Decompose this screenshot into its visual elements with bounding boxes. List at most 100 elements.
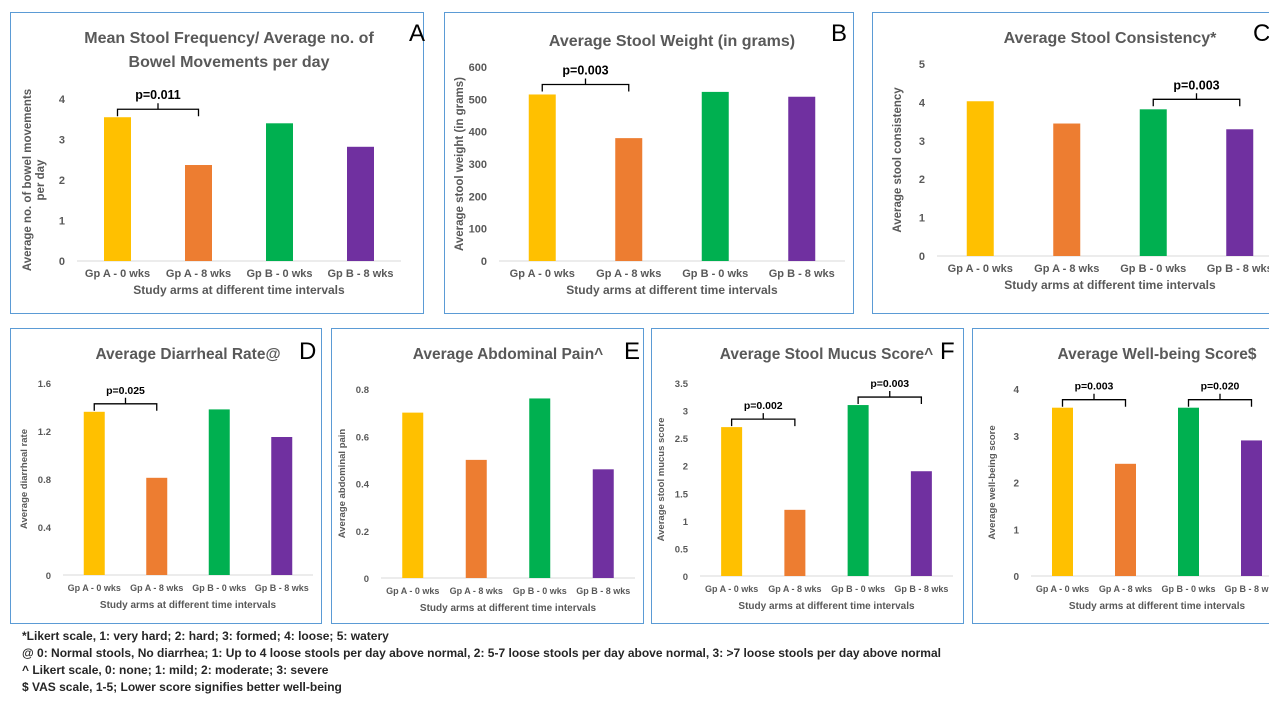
panel-letter: F (940, 338, 955, 365)
bar-1 (528, 94, 556, 261)
y-axis-label: Average no. of bowel movements (22, 89, 34, 271)
x-tick-label: Gp A - 0 wks (68, 583, 121, 593)
bar-1 (1052, 407, 1073, 576)
chart-svg: Average Stool Weight (in grams) B 0 100 200 3… (454, 20, 847, 297)
y-tick-label: 0.6 (356, 432, 369, 443)
bar-1 (721, 427, 743, 576)
x-tick-label: Gp B - 8 wks (769, 268, 835, 280)
x-axis-label: Study arms at different time intervals (1004, 278, 1216, 292)
y-tick-label: 0.4 (356, 480, 370, 491)
y-tick-label: 1 (683, 517, 689, 528)
chart-title: Average Abdominal Pain^ (413, 346, 604, 363)
bar-1 (83, 411, 105, 575)
significance-bracket (541, 78, 630, 92)
x-axis-label: Study arms at different time intervals (738, 601, 915, 612)
footnote-vas: $ VAS scale, 1-5; Lower score signifies … (22, 680, 342, 694)
bar-1 (966, 101, 994, 256)
x-tick-label: Gp A - 0 wks (386, 586, 439, 596)
significance-bracket (1061, 393, 1127, 407)
x-tick-label: Gp B - 8 wks (327, 268, 393, 280)
bar-1 (104, 117, 131, 261)
y-tick-label: 1.6 (38, 379, 51, 390)
y-tick-label: 0 (364, 574, 369, 585)
y-tick-label: 4 (919, 97, 926, 109)
y-tick-label: 3 (683, 407, 688, 418)
chart-svg: Average Diarrheal Rate@ D 0 0.4 0.8 1.2 1.6 Ave… (19, 338, 316, 611)
bar-4 (592, 469, 614, 578)
bar-4 (788, 96, 816, 261)
p-value-label: p=0.003 (1075, 381, 1114, 393)
footnotes: *Likert scale, 1: very hard; 2: hard; 3:… (22, 628, 941, 696)
x-tick-label: Gp B - 8 wks (255, 583, 309, 593)
bar-3 (208, 409, 230, 575)
chart-panel-f: Average Stool Mucus Score^ F 0 0.5 1 1.5 2 2.5 3… (651, 328, 964, 624)
y-tick-label: 0.4 (38, 523, 52, 534)
x-tick-label: Gp B - 0 wks (1120, 263, 1186, 275)
y-tick-label: 200 (469, 191, 487, 203)
bar-2 (1115, 463, 1136, 576)
p-value-label: p=0.011 (135, 88, 181, 102)
y-tick-label: 0.8 (38, 475, 51, 486)
significance-bracket (730, 413, 796, 427)
x-tick-label: Gp A - 0 wks (510, 268, 575, 280)
y-tick-label: 3.5 (675, 379, 689, 390)
p-value-label: p=0.002 (744, 400, 783, 412)
x-tick-label: Gp A - 8 wks (596, 268, 661, 280)
x-tick-label: Gp B - 8 wks (576, 586, 630, 596)
chart-svg: Mean Stool Frequency/ Average no. of Bowe… (22, 20, 425, 297)
panel-letter: C (1253, 20, 1269, 47)
x-tick-label: Gp A - 0 wks (948, 263, 1013, 275)
y-tick-label: 0 (481, 256, 487, 268)
y-tick-label: 1 (919, 213, 925, 225)
x-axis-label: Study arms at different time intervals (1069, 601, 1246, 612)
x-tick-label: Gp A - 8 wks (166, 268, 231, 280)
x-tick-label: Gp B - 0 wks (246, 268, 312, 280)
x-tick-label: Gp B - 0 wks (513, 586, 567, 596)
x-axis-label: Study arms at different time intervals (133, 283, 345, 297)
x-tick-label: Gp A - 8 wks (768, 584, 821, 594)
bar-4 (347, 146, 374, 261)
x-tick-label: Gp B - 8 wks (894, 584, 948, 594)
footnote-likert: ^ Likert scale, 0: none; 1: mild; 2: mod… (22, 663, 329, 677)
x-axis-label: Study arms at different time intervals (100, 600, 277, 611)
x-tick-label: Gp A - 8 wks (1034, 263, 1099, 275)
y-axis-label: Average well-being score (987, 425, 998, 539)
y-tick-label: 3 (1013, 432, 1019, 443)
significance-bracket (93, 397, 158, 411)
p-value-label: p=0.003 (1173, 78, 1219, 92)
y-tick-label: 0 (1013, 572, 1019, 583)
chart-panel-c: Average Stool Consistency* C 0 1 2 3 4 5 Average… (872, 12, 1269, 314)
y-tick-label: 3 (919, 136, 925, 148)
x-tick-label: Gp A - 0 wks (1036, 584, 1089, 594)
chart-svg: Average Abdominal Pain^ E 0 0.2 0.4 0.6 0.8 Ave… (337, 338, 640, 614)
panel-letter: E (624, 338, 640, 365)
y-tick-label: 400 (469, 127, 487, 139)
x-tick-label: Gp A - 0 wks (705, 584, 758, 594)
chart-title: Bowel Movements per day (129, 54, 330, 71)
x-tick-label: Gp B - 0 wks (1161, 584, 1215, 594)
y-tick-label: 0 (59, 256, 65, 268)
footnote-consistency: *Likert scale, 1: very hard; 2: hard; 3:… (22, 629, 389, 643)
y-axis-label: Average stool weight (in grams) (454, 77, 466, 251)
chart-title: Average Diarrheal Rate@ (95, 346, 280, 363)
y-tick-label: 1.2 (38, 427, 51, 438)
y-tick-label: 4 (1013, 385, 1019, 396)
p-value-label: p=0.020 (1201, 381, 1240, 393)
x-axis-label: Study arms at different time intervals (566, 283, 778, 297)
p-value-label: p=0.003 (870, 378, 909, 390)
chart-svg: Average Well-being Score$G01234Average w… (987, 346, 1269, 612)
y-tick-label: 100 (469, 224, 487, 236)
significance-bracket (857, 391, 923, 405)
x-tick-label: Gp A - 0 wks (85, 268, 150, 280)
chart-title: Mean Stool Frequency/ Average no. of (84, 30, 374, 47)
y-tick-label: 1 (1013, 525, 1019, 536)
x-axis-label: Study arms at different time intervals (420, 603, 597, 614)
bar-2 (146, 477, 168, 575)
bar-3 (701, 91, 729, 261)
y-tick-label: 4 (59, 94, 66, 106)
y-tick-label: 0 (683, 572, 688, 583)
x-tick-label: Gp B - 0 wks (831, 584, 885, 594)
y-axis-label: per day (35, 159, 47, 201)
chart-svg: Average Stool Mucus Score^ F 0 0.5 1 1.5 2 2.5 3… (656, 338, 955, 612)
y-tick-label: 5 (919, 59, 925, 71)
